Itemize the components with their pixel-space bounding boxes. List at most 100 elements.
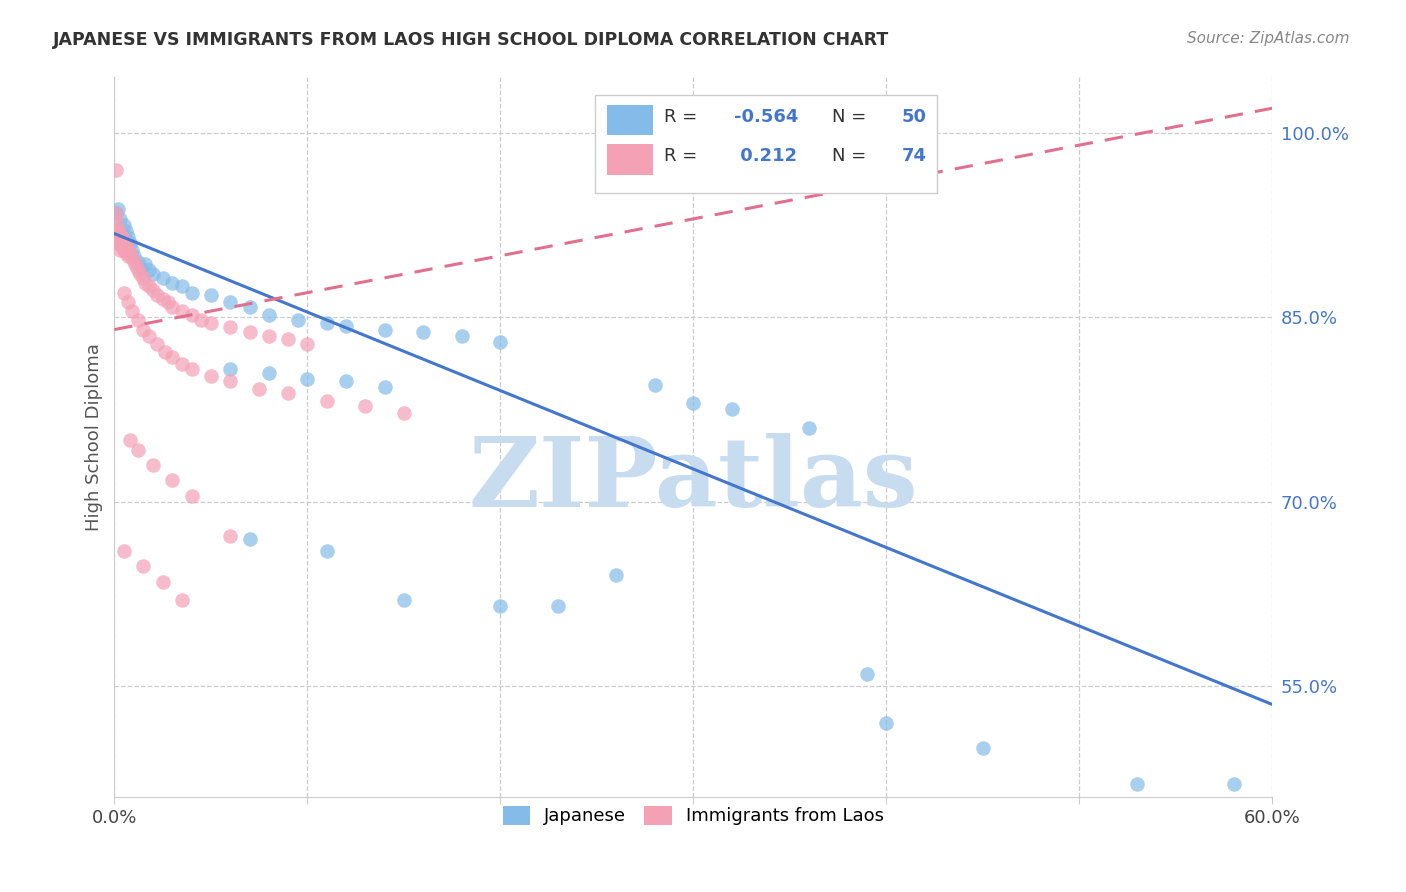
Point	[972, 740, 994, 755]
Point	[152, 292, 174, 306]
FancyBboxPatch shape	[606, 104, 652, 135]
Point	[247, 382, 270, 396]
Point	[219, 362, 242, 376]
Point	[170, 304, 193, 318]
Point	[489, 334, 512, 349]
Point	[412, 325, 434, 339]
Point	[117, 243, 139, 257]
Point	[112, 544, 135, 558]
Point	[117, 230, 139, 244]
Point	[162, 350, 184, 364]
FancyBboxPatch shape	[595, 95, 936, 193]
Point	[108, 227, 131, 241]
Y-axis label: High School Diploma: High School Diploma	[86, 343, 103, 531]
Point	[875, 716, 897, 731]
Point	[134, 257, 156, 271]
Point	[152, 271, 174, 285]
Point	[1223, 777, 1246, 791]
Point	[190, 312, 212, 326]
Point	[219, 320, 242, 334]
Point	[105, 205, 128, 219]
Point	[354, 399, 377, 413]
Point	[112, 234, 135, 248]
Legend: Japanese, Immigrants from Laos: Japanese, Immigrants from Laos	[494, 797, 893, 835]
Point	[112, 218, 135, 232]
Point	[121, 251, 143, 265]
Point	[219, 295, 242, 310]
Point	[138, 279, 160, 293]
Point	[118, 236, 141, 251]
Point	[799, 421, 821, 435]
FancyBboxPatch shape	[606, 145, 652, 175]
Point	[118, 433, 141, 447]
Point	[374, 322, 396, 336]
Point	[374, 380, 396, 394]
Point	[107, 230, 129, 244]
Text: R =: R =	[665, 147, 703, 165]
Point	[128, 267, 150, 281]
Point	[138, 328, 160, 343]
Point	[112, 285, 135, 300]
Point	[108, 234, 131, 248]
Point	[134, 276, 156, 290]
Point	[200, 288, 222, 302]
Point	[605, 568, 627, 582]
Point	[117, 295, 139, 310]
Point	[450, 328, 472, 343]
Point	[124, 259, 146, 273]
Point	[257, 366, 280, 380]
Point	[170, 593, 193, 607]
Point	[489, 599, 512, 614]
Point	[146, 288, 169, 302]
Point	[127, 263, 149, 277]
Point	[315, 393, 337, 408]
Point	[115, 239, 138, 253]
Point	[315, 317, 337, 331]
Text: N =: N =	[832, 108, 872, 127]
Point	[138, 263, 160, 277]
Point	[121, 243, 143, 257]
Point	[131, 260, 153, 275]
Point	[162, 473, 184, 487]
Point	[219, 529, 242, 543]
Text: 50: 50	[901, 108, 927, 127]
Point	[105, 224, 128, 238]
Point	[238, 325, 260, 339]
Point	[112, 243, 135, 257]
Point	[1126, 777, 1149, 791]
Point	[121, 304, 143, 318]
Point	[315, 544, 337, 558]
Point	[105, 205, 128, 219]
Point	[170, 279, 193, 293]
Point	[200, 369, 222, 384]
Point	[297, 337, 319, 351]
Point	[108, 211, 131, 226]
Point	[162, 276, 184, 290]
Point	[392, 593, 415, 607]
Point	[180, 285, 202, 300]
Point	[277, 332, 299, 346]
Point	[547, 599, 569, 614]
Point	[180, 308, 202, 322]
Point	[157, 295, 180, 310]
Point	[219, 374, 242, 388]
Point	[146, 337, 169, 351]
Point	[287, 312, 309, 326]
Point	[108, 243, 131, 257]
Point	[142, 267, 165, 281]
Point	[856, 666, 879, 681]
Point	[127, 312, 149, 326]
Point	[127, 255, 149, 269]
Point	[257, 328, 280, 343]
Point	[170, 357, 193, 371]
Point	[105, 214, 128, 228]
Point	[127, 443, 149, 458]
Point	[297, 372, 319, 386]
Point	[180, 489, 202, 503]
Point	[105, 162, 128, 177]
Point	[644, 377, 666, 392]
Point	[132, 558, 155, 573]
Point	[122, 255, 145, 269]
Point	[132, 322, 155, 336]
Text: 74: 74	[901, 147, 927, 165]
